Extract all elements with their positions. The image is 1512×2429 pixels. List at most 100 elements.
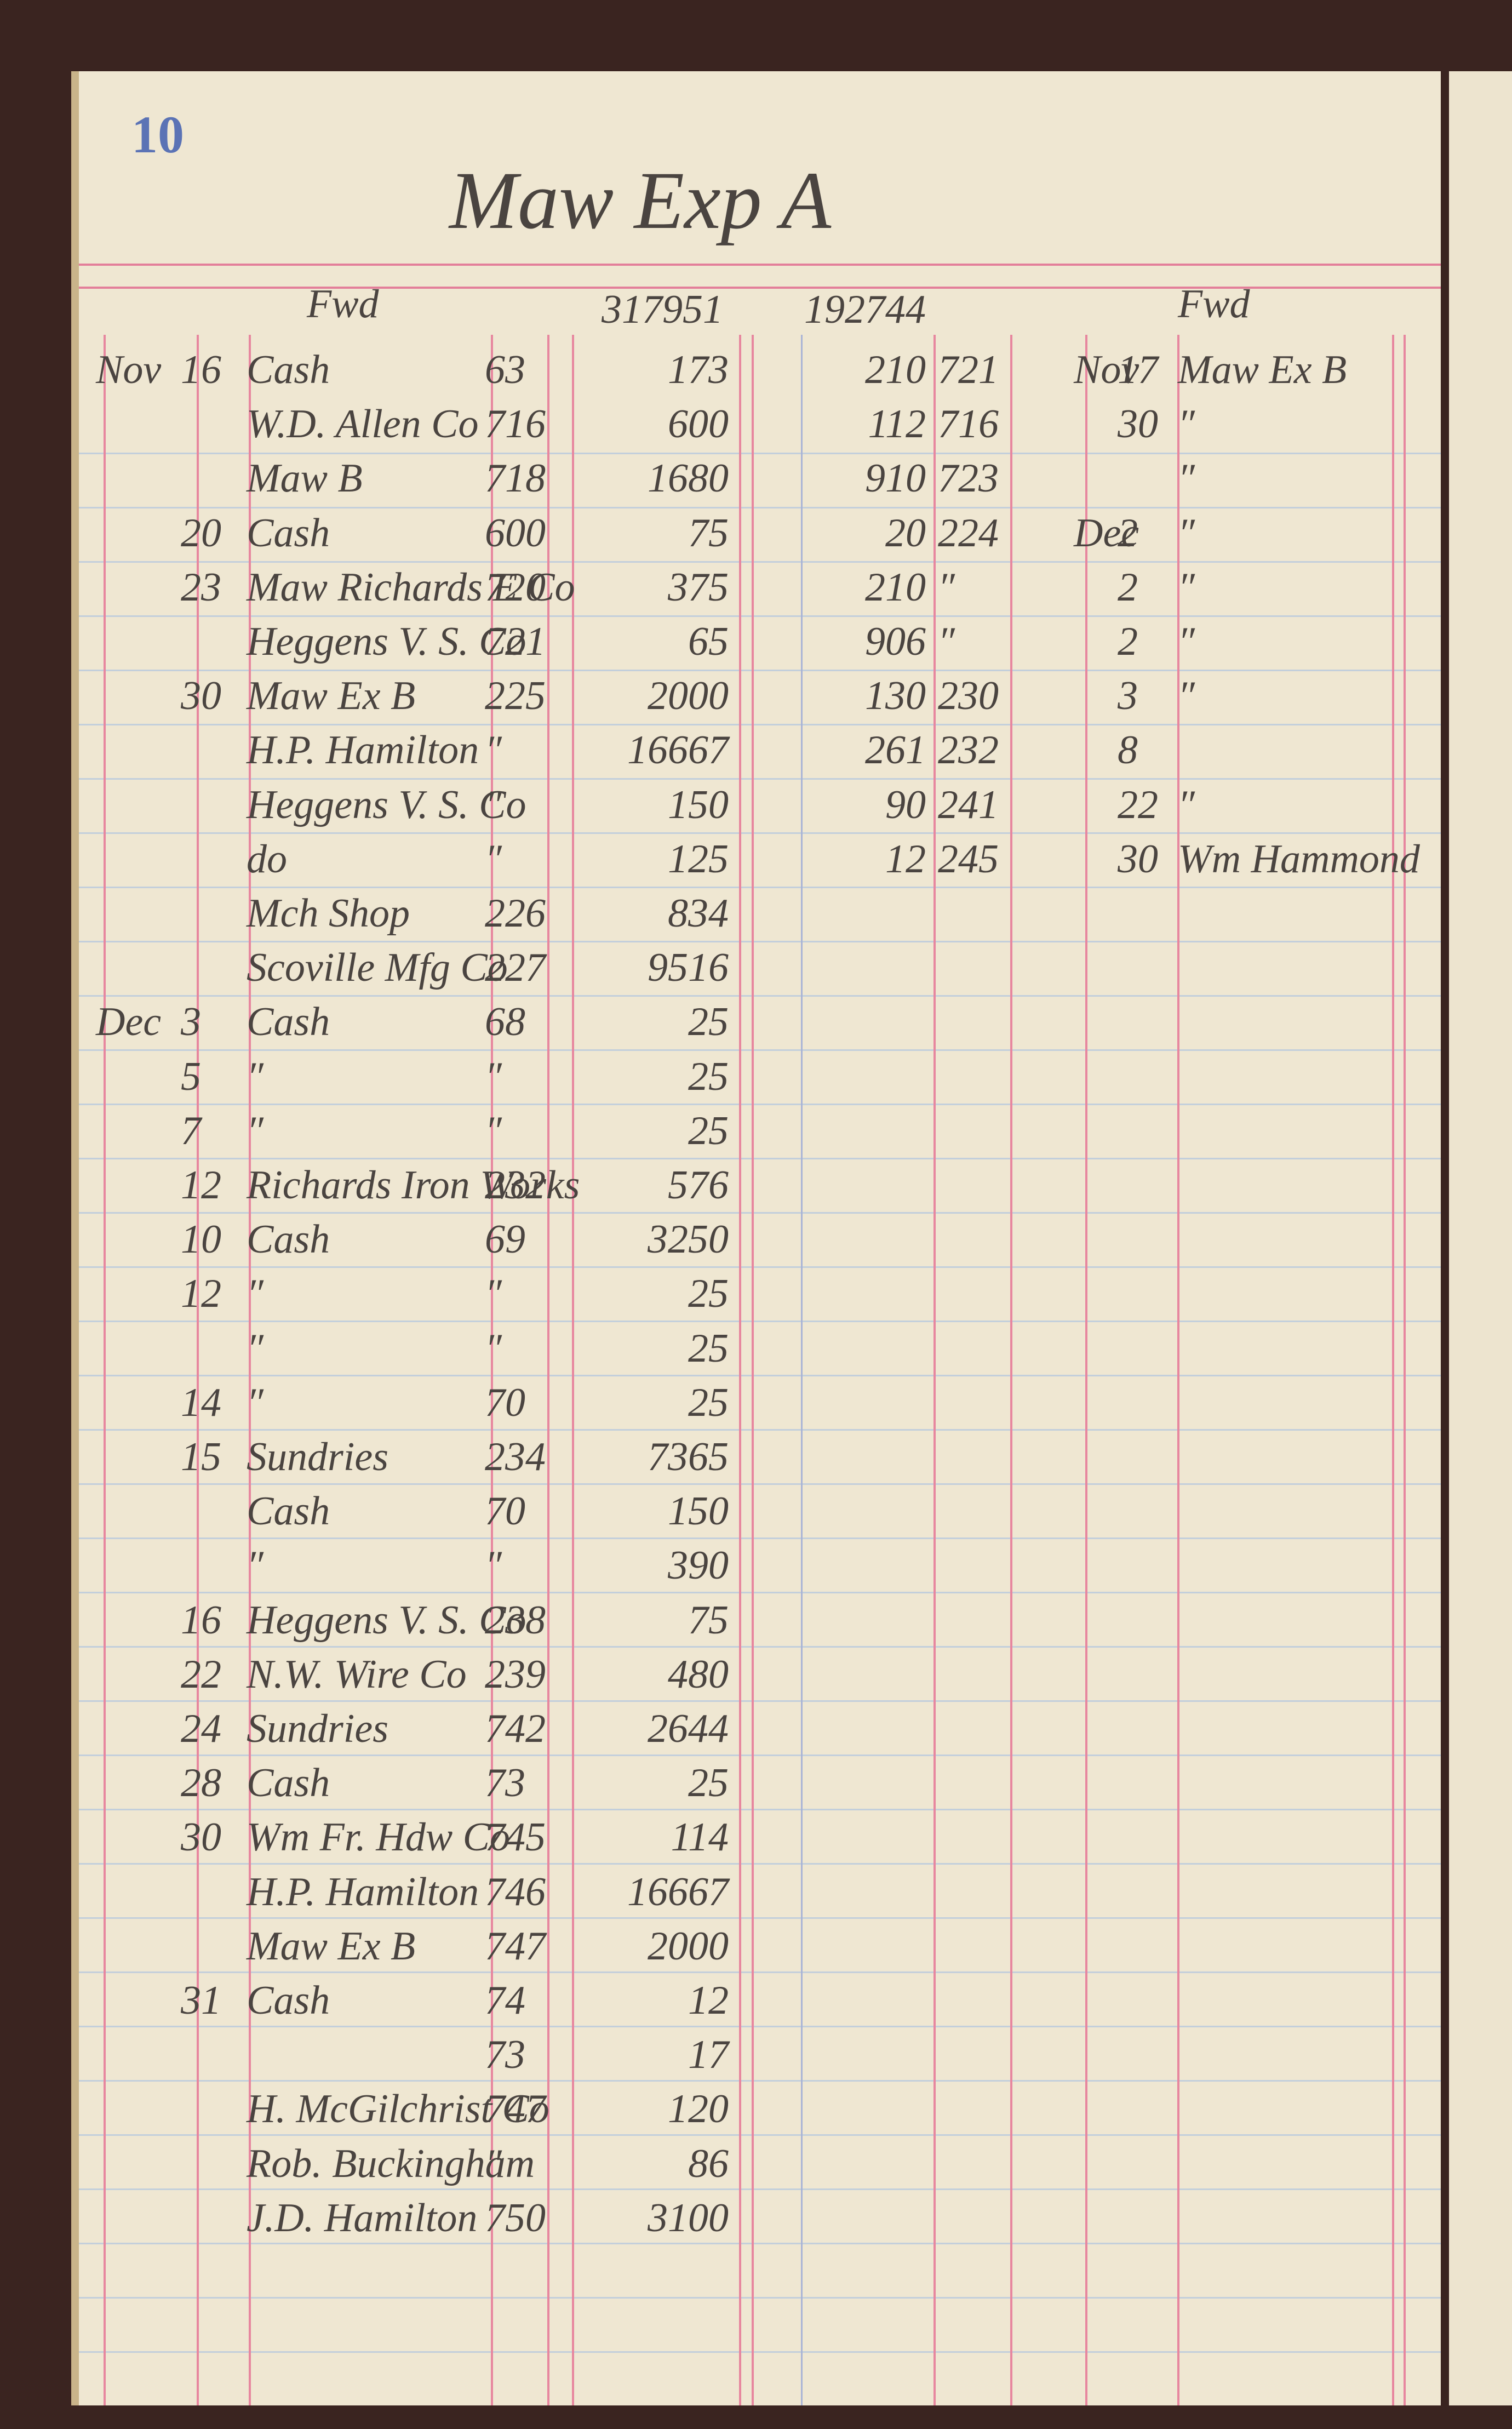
entry-amount: 390 — [668, 1543, 729, 1588]
entry-folio: 230 — [938, 673, 999, 719]
entry-folio: 73 — [485, 2032, 525, 2078]
entry-amount: 25 — [688, 1325, 729, 1371]
entry-amount: 7365 — [648, 1434, 729, 1479]
entry-day: 30 — [1118, 836, 1158, 882]
entry-amount: 261 — [865, 728, 926, 773]
entry-folio: ″ — [485, 2141, 502, 2186]
entry-name: Mch Shop — [247, 891, 410, 936]
entry-day: 2 — [1118, 510, 1138, 556]
entry-day: 15 — [181, 1434, 221, 1479]
entry-day: 16 — [181, 347, 221, 392]
entry-folio: 718 — [485, 456, 546, 501]
entry-name: Cash — [247, 347, 330, 392]
entry-amount: 600 — [668, 402, 729, 447]
entry-folio: 68 — [485, 999, 525, 1045]
entry-amount: 210 — [865, 347, 926, 392]
entry-name: Heggens V. S. Co — [247, 1597, 526, 1643]
entry-name: W.D. Allen Co — [247, 402, 479, 447]
entry-day: 22 — [1118, 782, 1158, 827]
entry-name: Cash — [247, 1217, 330, 1262]
entry-folio: 69 — [485, 1217, 525, 1262]
entry-amount: 20 — [885, 510, 926, 556]
entry-day: 30 — [181, 1815, 221, 1860]
entry-folio: 70 — [485, 1489, 525, 1534]
entry-folio: ″ — [938, 619, 955, 664]
entry-name: Cash — [247, 999, 330, 1045]
entry-name: ″ — [1178, 564, 1195, 610]
entry-amount: 3250 — [648, 1217, 729, 1262]
page-number: 10 — [131, 105, 184, 164]
entry-amount: 17 — [688, 2032, 729, 2078]
entry-amount: 910 — [865, 456, 926, 501]
entry-folio: 234 — [485, 1434, 546, 1479]
entry-name: ″ — [247, 1108, 264, 1153]
entry-folio: 74 — [485, 1978, 525, 2023]
entry-amount: 25 — [688, 1761, 729, 1806]
entry-folio: ″ — [485, 728, 502, 773]
entry-amount: 173 — [668, 347, 729, 392]
entry-folio: 227 — [485, 945, 546, 991]
entry-day: 17 — [1118, 347, 1158, 392]
entry-folio: ″ — [485, 1325, 502, 1371]
entry-name: ″ — [247, 1543, 264, 1588]
entry-day: 28 — [181, 1761, 221, 1806]
column-rule — [104, 335, 106, 2405]
entry-name: Scoville Mfg Co — [247, 945, 508, 991]
entry-amount: 480 — [668, 1651, 729, 1697]
entry-name: Rob. Buckingham — [247, 2141, 535, 2186]
entry-amount: 834 — [668, 891, 729, 936]
entry-amount: 150 — [668, 782, 729, 827]
entry-folio: 225 — [485, 673, 546, 719]
entry-name: Maw Ex B — [1178, 347, 1347, 392]
entry-folio: 747 — [485, 2087, 546, 2132]
entry-month: Dec — [96, 999, 162, 1045]
entry-day: 7 — [181, 1108, 201, 1153]
ruled-lines — [79, 400, 1441, 2405]
entry-folio: 232 — [485, 1163, 546, 1208]
entry-name: do — [247, 836, 287, 882]
entry-folio: 746 — [485, 1869, 546, 1914]
entry-amount: 2644 — [648, 1706, 729, 1751]
entry-amount: 25 — [688, 999, 729, 1045]
entry-amount: 1680 — [648, 456, 729, 501]
entry-amount: 2000 — [648, 1923, 729, 1969]
entry-folio: 73 — [485, 1761, 525, 1806]
entry-folio: 239 — [485, 1651, 546, 1697]
entry-folio: ″ — [485, 1543, 502, 1588]
entry-name: Richards Iron Works — [247, 1163, 580, 1208]
entry-name: H.P. Hamilton — [247, 1869, 479, 1914]
entry-amount: 375 — [668, 564, 729, 610]
entry-day: 8 — [1118, 728, 1138, 773]
entry-name: Cash — [247, 1489, 330, 1534]
entry-month: Dec — [1074, 510, 1139, 556]
next-page-edge — [1449, 71, 1512, 2405]
entry-amount: 75 — [688, 510, 729, 556]
column-rule — [1085, 335, 1087, 2405]
entry-name: ″ — [1178, 510, 1195, 556]
column-rule — [572, 335, 574, 2405]
entry-day: 2 — [1118, 619, 1138, 664]
column-rule — [1177, 335, 1179, 2405]
entry-folio: 226 — [485, 891, 546, 936]
red-rule — [79, 287, 1441, 289]
entry-name: Wm Fr. Hdw Co — [247, 1815, 511, 1860]
entry-name: Cash — [247, 1761, 330, 1806]
entry-amount: 125 — [668, 836, 729, 882]
entry-folio: ″ — [485, 1108, 502, 1153]
column-rule — [197, 335, 199, 2405]
entry-name: ″ — [247, 1380, 264, 1425]
entry-name: Maw Richards E Co — [247, 564, 575, 610]
entry-name: Cash — [247, 510, 330, 556]
entry-name: J.D. Hamilton — [247, 2195, 478, 2241]
entry-folio: ″ — [485, 1054, 502, 1099]
entry-folio: 720 — [485, 564, 546, 610]
entry-day: 12 — [181, 1271, 221, 1317]
entry-amount: 25 — [688, 1271, 729, 1317]
entry-day: 5 — [181, 1054, 201, 1099]
column-rule — [933, 335, 936, 2405]
entry-name: Maw Ex B — [247, 673, 416, 719]
entry-amount: 12 — [688, 1978, 729, 2023]
entry-amount: 86 — [688, 2141, 729, 2186]
entry-folio: 723 — [938, 456, 999, 501]
entry-name: Maw B — [247, 456, 363, 501]
